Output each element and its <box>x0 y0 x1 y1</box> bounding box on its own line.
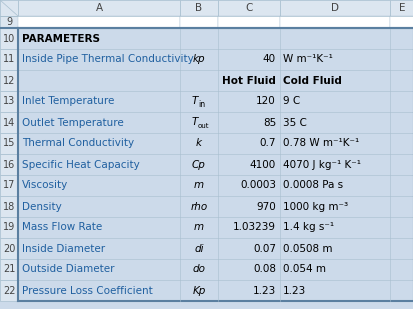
Text: 22: 22 <box>3 286 15 295</box>
Text: 11: 11 <box>3 54 15 65</box>
Bar <box>279 0 389 16</box>
Text: k: k <box>195 138 202 149</box>
Text: 10: 10 <box>3 33 15 44</box>
Text: m: m <box>193 222 204 232</box>
Text: 85: 85 <box>262 117 275 128</box>
Text: PARAMETERS: PARAMETERS <box>22 33 100 44</box>
Text: 120: 120 <box>256 96 275 107</box>
Text: 1.03239: 1.03239 <box>233 222 275 232</box>
Bar <box>0 112 18 133</box>
Bar <box>279 16 389 28</box>
Text: rho: rho <box>190 201 207 211</box>
Text: 40: 40 <box>262 54 275 65</box>
Bar <box>180 16 218 28</box>
Text: 1000 kg m⁻³: 1000 kg m⁻³ <box>282 201 347 211</box>
Text: 0.0008 Pa s: 0.0008 Pa s <box>282 180 342 191</box>
Text: Inside Pipe Thermal Conductivity: Inside Pipe Thermal Conductivity <box>22 54 193 65</box>
Text: 35 C: 35 C <box>282 117 306 128</box>
Bar <box>180 0 218 16</box>
Bar <box>0 259 18 280</box>
Text: Hot Fluid: Hot Fluid <box>222 75 275 86</box>
Text: 9 C: 9 C <box>282 96 299 107</box>
Text: Thermal Conductivity: Thermal Conductivity <box>22 138 134 149</box>
Text: Pressure Loss Coefficient: Pressure Loss Coefficient <box>22 286 152 295</box>
Bar <box>18 0 180 16</box>
Text: 4070 J kg⁻¹ K⁻¹: 4070 J kg⁻¹ K⁻¹ <box>282 159 360 170</box>
Text: 0.08: 0.08 <box>252 265 275 274</box>
Text: di: di <box>194 243 203 253</box>
Bar <box>0 196 18 217</box>
Text: 14: 14 <box>3 117 15 128</box>
Bar <box>0 154 18 175</box>
Text: C: C <box>245 3 252 13</box>
Text: 1.23: 1.23 <box>252 286 275 295</box>
Text: 13: 13 <box>3 96 15 107</box>
Text: Viscosity: Viscosity <box>22 180 68 191</box>
Text: in: in <box>197 100 204 109</box>
Text: Specific Heat Capacity: Specific Heat Capacity <box>22 159 140 170</box>
Text: 9: 9 <box>6 17 12 27</box>
Bar <box>0 280 18 301</box>
Text: 15: 15 <box>3 138 15 149</box>
Text: 16: 16 <box>3 159 15 170</box>
Text: Cold Fluid: Cold Fluid <box>282 75 341 86</box>
Text: m: m <box>193 180 204 191</box>
Bar <box>0 175 18 196</box>
Text: out: out <box>197 122 209 129</box>
Text: Kp: Kp <box>192 286 205 295</box>
Bar <box>218 0 279 16</box>
Text: 21: 21 <box>3 265 15 274</box>
Bar <box>0 91 18 112</box>
Text: Cp: Cp <box>192 159 205 170</box>
Bar <box>389 16 413 28</box>
Text: 0.0508 m: 0.0508 m <box>282 243 332 253</box>
Bar <box>18 28 413 301</box>
Text: 4100: 4100 <box>249 159 275 170</box>
Text: Outside Diameter: Outside Diameter <box>22 265 114 274</box>
Text: 18: 18 <box>3 201 15 211</box>
Text: E: E <box>398 3 404 13</box>
Text: kp: kp <box>192 54 205 65</box>
Text: 970: 970 <box>256 201 275 211</box>
Text: 0.054 m: 0.054 m <box>282 265 325 274</box>
Text: T: T <box>191 117 197 127</box>
Text: T: T <box>191 96 197 106</box>
Bar <box>0 238 18 259</box>
Text: 0.0003: 0.0003 <box>240 180 275 191</box>
Bar <box>389 0 413 16</box>
Text: 20: 20 <box>3 243 15 253</box>
Text: 0.7: 0.7 <box>259 138 275 149</box>
Text: 17: 17 <box>3 180 15 191</box>
Text: D: D <box>330 3 338 13</box>
Text: Inside Diameter: Inside Diameter <box>22 243 105 253</box>
Text: A: A <box>95 3 102 13</box>
Bar <box>0 28 18 49</box>
Text: 1.4 kg s⁻¹: 1.4 kg s⁻¹ <box>282 222 333 232</box>
Text: Inlet Temperature: Inlet Temperature <box>22 96 114 107</box>
Text: W m⁻¹K⁻¹: W m⁻¹K⁻¹ <box>282 54 332 65</box>
Bar <box>0 217 18 238</box>
Text: 19: 19 <box>3 222 15 232</box>
Bar <box>0 70 18 91</box>
Text: B: B <box>195 3 202 13</box>
Text: 1.23: 1.23 <box>282 286 306 295</box>
Text: 0.78 W m⁻¹K⁻¹: 0.78 W m⁻¹K⁻¹ <box>282 138 358 149</box>
Text: 0.07: 0.07 <box>252 243 275 253</box>
Bar <box>18 16 180 28</box>
Bar <box>0 133 18 154</box>
Text: Outlet Temperature: Outlet Temperature <box>22 117 123 128</box>
Bar <box>0 16 18 28</box>
Text: Density: Density <box>22 201 62 211</box>
Bar <box>218 16 279 28</box>
Bar <box>0 49 18 70</box>
Text: do: do <box>192 265 205 274</box>
Bar <box>0 0 18 16</box>
Text: 12: 12 <box>3 75 15 86</box>
Text: Mass Flow Rate: Mass Flow Rate <box>22 222 102 232</box>
